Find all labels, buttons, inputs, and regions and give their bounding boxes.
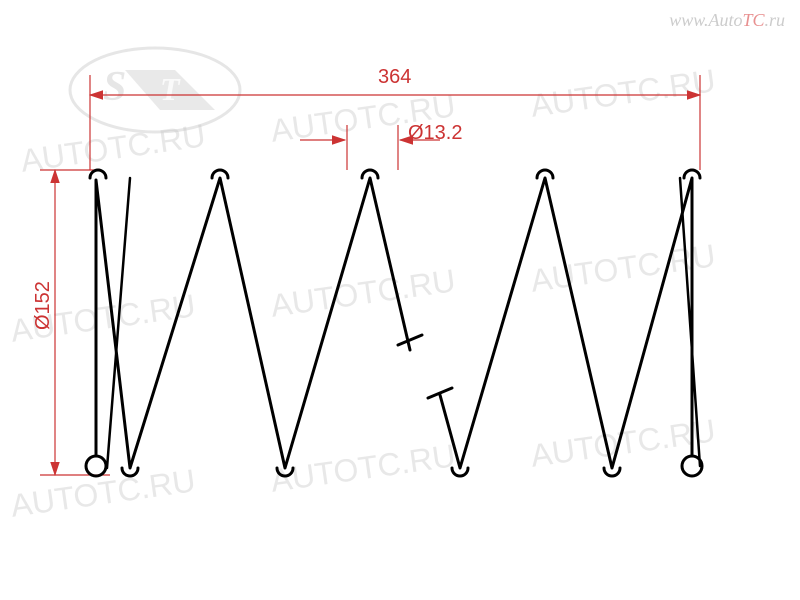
spring-drawing — [0, 0, 800, 600]
dim-length — [90, 75, 700, 170]
dim-length-label: 364 — [378, 66, 411, 89]
dim-wire-label: Ø13.2 — [408, 122, 462, 145]
dim-od-label: Ø152 — [32, 281, 55, 330]
spring-coils — [86, 170, 702, 476]
